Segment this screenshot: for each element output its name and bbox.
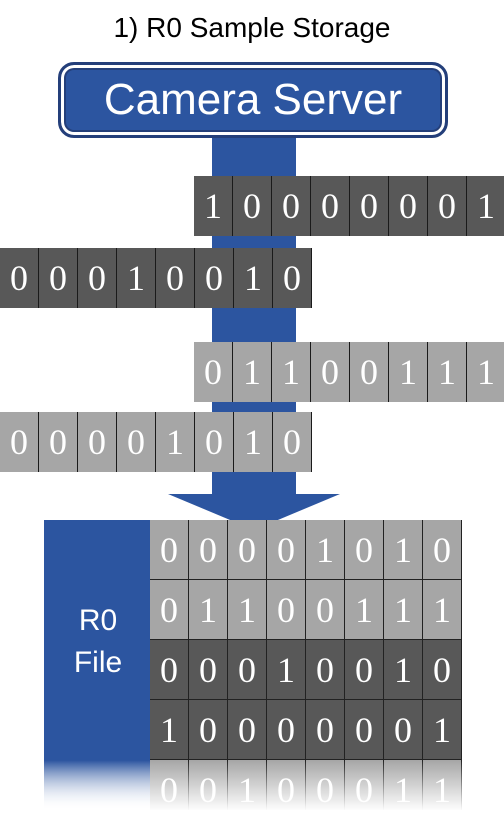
file-row-1-bit-5: 1 [306,520,345,580]
file-row-3-bit-6: 0 [345,640,384,700]
file-row-3-bit-5: 0 [306,640,345,700]
file-row-4-bit-4: 0 [267,700,306,760]
stream-row-1-bit-7: 0 [428,176,467,236]
file-row-2-bit-3: 1 [228,580,267,640]
stream-row-3-bit-3: 1 [272,342,311,402]
stream-row-1-bit-8: 1 [467,176,504,236]
r0-file-label-line1: R0 [78,604,118,637]
stream-row-4-bit-2: 0 [39,412,78,472]
stream-row-2-bit-2: 0 [39,248,78,308]
file-row-4-bit-3: 0 [228,700,267,760]
file-row-4-bit-8: 1 [423,700,462,760]
file-row-2-bit-5: 0 [306,580,345,640]
bottom-fade [44,760,474,820]
file-row-1-bit-2: 0 [189,520,228,580]
file-row-2-bit-8: 1 [423,580,462,640]
diagram-title: 1) R0 Sample Storage [113,12,391,43]
stream-row-2-bit-5: 0 [156,248,195,308]
stream-row-1-bit-4: 0 [311,176,350,236]
stream-row-1-bit-2: 0 [233,176,272,236]
stream-row-4-bit-3: 0 [78,412,117,472]
stream-row-4-bit-5: 1 [156,412,195,472]
file-row-4-bit-5: 0 [306,700,345,760]
file-row-1-bit-6: 0 [345,520,384,580]
file-row-3-bit-1: 0 [150,640,189,700]
file-row-1-bit-7: 1 [384,520,423,580]
file-row-1-bit-3: 0 [228,520,267,580]
stream-row-3-bit-4: 0 [311,342,350,402]
file-row-1-bit-8: 0 [423,520,462,580]
stream-row-4-bit-7: 1 [234,412,273,472]
file-row-4-bit-2: 0 [189,700,228,760]
stream-row-1-bit-3: 0 [272,176,311,236]
r0-file-label-line2: File [73,646,123,679]
stream-row-3-bit-1: 0 [194,342,233,402]
file-row-3-bit-2: 0 [189,640,228,700]
stream-row-2-bit-4: 1 [117,248,156,308]
file-row-1-bit-4: 0 [267,520,306,580]
stream-row-4-bit-1: 0 [0,412,39,472]
file-row-4-bit-7: 0 [384,700,423,760]
file-row-2-bit-6: 1 [345,580,384,640]
file-row-3-bit-4: 1 [267,640,306,700]
stream-row-2-bit-8: 0 [273,248,312,308]
stream-row-4-bit-8: 0 [273,412,312,472]
camera-server-box: Camera Server [58,62,448,138]
file-row-2-bit-2: 1 [189,580,228,640]
stream-row-2-bit-6: 0 [195,248,234,308]
file-row-2-bit-4: 0 [267,580,306,640]
file-row-4-bit-6: 0 [345,700,384,760]
file-row-3-bit-7: 1 [384,640,423,700]
file-row-1-bit-1: 0 [150,520,189,580]
r0-file-label: R0 File [44,600,152,684]
stream-row-3-bit-2: 1 [233,342,272,402]
stream-row-2-bit-3: 0 [78,248,117,308]
stream-row-3-bit-6: 1 [389,342,428,402]
stream-row-2-bit-7: 1 [234,248,273,308]
stream-row-3-bit-5: 0 [350,342,389,402]
stream-row-1-bit-6: 0 [389,176,428,236]
stream-row-4-bit-6: 0 [195,412,234,472]
stream-row-3-bit-7: 1 [428,342,467,402]
stream-row-4-bit-4: 0 [117,412,156,472]
stream-row-3-bit-8: 1 [467,342,504,402]
stream-row-1-bit-1: 1 [194,176,233,236]
file-row-3-bit-3: 0 [228,640,267,700]
file-row-2-bit-1: 0 [150,580,189,640]
file-row-4-bit-1: 1 [150,700,189,760]
camera-server-label: Camera Server [103,75,403,124]
file-row-2-bit-7: 1 [384,580,423,640]
stream-row-2-bit-1: 0 [0,248,39,308]
file-row-3-bit-8: 0 [423,640,462,700]
stream-row-1-bit-5: 0 [350,176,389,236]
